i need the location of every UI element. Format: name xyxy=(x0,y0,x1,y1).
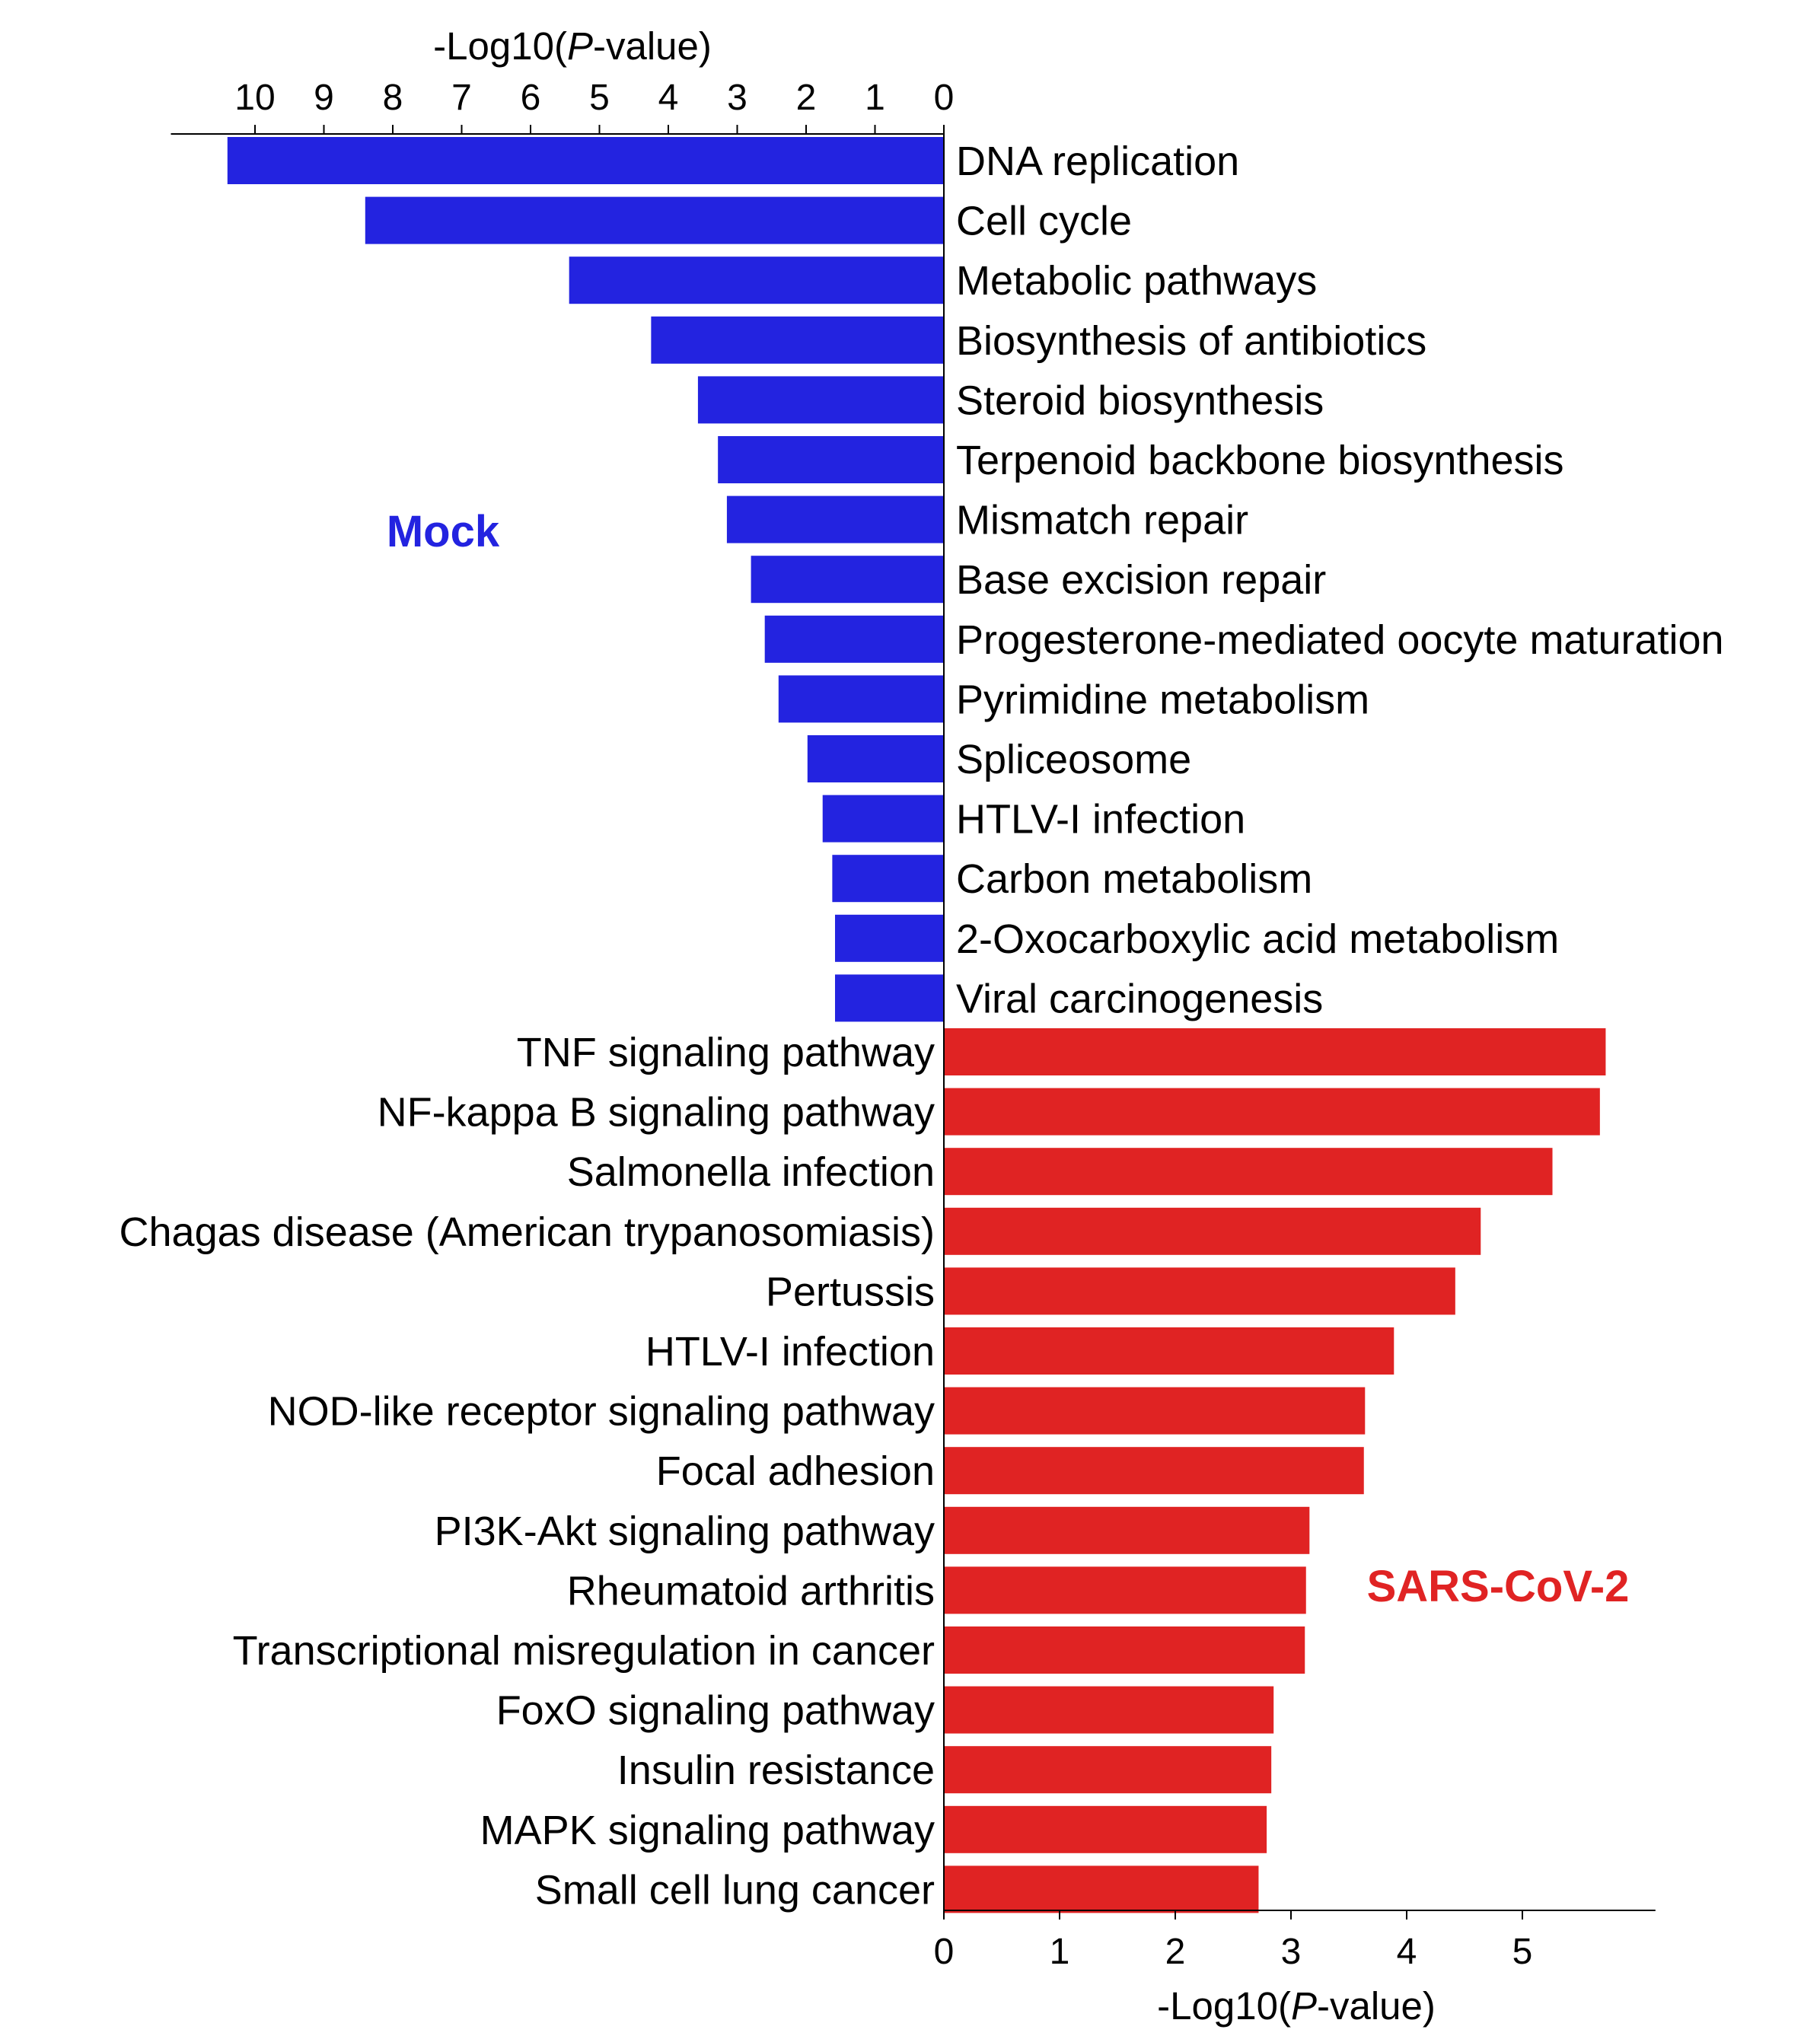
mock-category-label: Base excision repair xyxy=(956,557,1326,603)
mock-bar-carbon-metabolism xyxy=(832,855,944,903)
sars-bar-pertussis xyxy=(944,1267,1455,1315)
x-axis-title-text: -Log10(P-value) xyxy=(433,24,712,68)
mock-x-tick-label: 4 xyxy=(658,78,679,118)
sars-x-tick-label: 3 xyxy=(1281,1932,1302,1972)
mock-bar-progesterone-mediated-oocyte-maturation xyxy=(764,615,944,663)
sars-category-label: Chagas disease (American trypanosomiasis… xyxy=(120,1209,935,1255)
mock-category-label: Pyrimidine metabolism xyxy=(956,677,1369,722)
mock-category-label: Viral carcinogenesis xyxy=(956,976,1323,1021)
sars-bar-small-cell-lung-cancer xyxy=(944,1865,1259,1913)
sars-x-tick-label: 4 xyxy=(1397,1932,1417,1972)
mock-bar-biosynthesis-of-antibiotics xyxy=(651,316,944,364)
mock-category-label: DNA replication xyxy=(956,139,1239,184)
mock-x-tick-label: 5 xyxy=(589,78,610,118)
x-axis-title-text: -Log10(P-value) xyxy=(1157,1984,1436,2028)
mock-bar-metabolic-pathways xyxy=(569,256,944,304)
sars-bar-salmonella-infection xyxy=(944,1148,1553,1196)
sars-category-label: Focal adhesion xyxy=(656,1448,935,1494)
mock-category-label: Carbon metabolism xyxy=(956,856,1312,902)
mock-category-label: HTLV-I infection xyxy=(956,797,1245,843)
sars-cov-2-x-axis-title: -Log10(P-value) xyxy=(1157,1984,1436,2028)
sars-bar-foxo-signaling-pathway xyxy=(944,1686,1274,1734)
sars-category-label: HTLV-I infection xyxy=(645,1329,935,1375)
mock-category-label: Steroid biosynthesis xyxy=(956,378,1324,423)
mock-x-tick-label: 10 xyxy=(234,78,275,118)
mock-bar-series xyxy=(227,137,944,1022)
sars-category-label: Pertussis xyxy=(766,1269,935,1314)
sars-bar-rheumatoid-arthritis xyxy=(944,1566,1306,1614)
sars-bar-transcriptional-misregulation-in-cancer xyxy=(944,1626,1305,1674)
mock-x-tick-label: 3 xyxy=(727,78,747,118)
sars-bar-pi3k-akt-signaling-pathway xyxy=(944,1506,1310,1554)
mock-x-tick-label: 0 xyxy=(934,78,955,118)
mock-x-tick-label: 1 xyxy=(865,78,885,118)
mock-x-axis: 10 9 8 7 6 5 4 3 2 1 0 xyxy=(171,78,955,135)
mock-category-label: Terpenoid backbone biosynthesis xyxy=(956,438,1564,483)
mock-x-tick-label: 8 xyxy=(383,78,403,118)
group-labels: Mock SARS-CoV-2 xyxy=(387,507,1630,1611)
sars-x-tick-label: 5 xyxy=(1512,1932,1533,1972)
sars-x-tick-label: 0 xyxy=(934,1932,955,1972)
mock-category-label: Biosynthesis of antibiotics xyxy=(956,318,1426,364)
sars-x-tick-label: 1 xyxy=(1050,1932,1070,1972)
sars-bar-tnf-signaling-pathway xyxy=(944,1028,1606,1075)
mock-bar-htlv-i-infection xyxy=(822,795,944,843)
mock-bar-terpenoid-backbone-biosynthesis xyxy=(718,436,944,483)
mock-bar-dna-replication xyxy=(227,137,944,184)
mock-x-tick-label: 7 xyxy=(451,78,472,118)
mock-x-tick-label: 6 xyxy=(521,78,541,118)
sars-category-label: Small cell lung cancer xyxy=(535,1867,935,1913)
mock-bar-pyrimidine-metabolism xyxy=(778,675,944,723)
mock-category-label: Metabolic pathways xyxy=(956,258,1317,304)
sars-cov-2-bar-series xyxy=(944,1028,1606,1913)
sars-bar-htlv-i-infection xyxy=(944,1327,1394,1375)
mock-bar-viral-carcinogenesis xyxy=(835,974,944,1022)
mock-x-tick-label: 9 xyxy=(314,78,334,118)
sars-category-label: TNF signaling pathway xyxy=(517,1030,935,1075)
mock-category-label: 2-Oxocarboxylic acid metabolism xyxy=(956,916,1559,962)
sars-category-label: PI3K-Akt signaling pathway xyxy=(435,1509,935,1554)
mock-x-axis-title: -Log10(P-value) xyxy=(433,24,712,68)
mock-bar-steroid-biosynthesis xyxy=(697,376,944,424)
sars-bar-mapk-signaling-pathway xyxy=(944,1805,1267,1853)
sars-bar-nf-kappa-b-signaling-pathway xyxy=(944,1088,1600,1136)
sars-x-tick-label: 2 xyxy=(1165,1932,1186,1972)
sars-category-label: NF-kappa B signaling pathway xyxy=(378,1090,935,1136)
mock-bar-cell-cycle xyxy=(365,196,944,244)
sars-category-label: MAPK signaling pathway xyxy=(480,1808,935,1853)
sars-cov-2-category-labels: TNF signaling pathway NF-kappa B signalin… xyxy=(120,1030,935,1913)
mock-category-labels: DNA replication Cell cycle Metabolic pathw… xyxy=(956,139,1724,1021)
sars-category-label: Rheumatoid arthritis xyxy=(567,1568,935,1614)
mock-category-label: Mismatch repair xyxy=(956,498,1248,543)
sars-bar-focal-adhesion xyxy=(944,1447,1364,1495)
mock-group-label: Mock xyxy=(387,507,500,556)
sars-bar-nod-like-receptor-signaling-pathway xyxy=(944,1387,1366,1435)
sars-cov-2-x-axis: 0 1 2 3 4 5 xyxy=(934,1910,1656,1972)
sars-bar-insulin-resistance xyxy=(944,1746,1272,1794)
mock-category-label: Spliceosome xyxy=(956,737,1191,782)
mock-bar-2-oxocarboxylic-acid-metabolism xyxy=(835,914,944,962)
sars-cov-2-group-label: SARS-CoV-2 xyxy=(1367,1562,1630,1611)
mock-bar-base-excision-repair xyxy=(751,556,944,604)
mock-bar-spliceosome xyxy=(807,735,944,782)
sars-category-label: Insulin resistance xyxy=(617,1747,935,1793)
sars-bar-chagas-disease-american-trypanosomiasis xyxy=(944,1207,1481,1255)
sars-category-label: Salmonella infection xyxy=(567,1149,935,1195)
sars-category-label: Transcriptional misregulation in cancer xyxy=(233,1628,935,1674)
mock-x-tick-label: 2 xyxy=(796,78,817,118)
sars-category-label: FoxO signaling pathway xyxy=(496,1688,935,1734)
sars-category-label: NOD-like receptor signaling pathway xyxy=(268,1389,935,1435)
mock-category-label: Cell cycle xyxy=(956,199,1132,244)
mock-bar-mismatch-repair xyxy=(726,495,944,543)
mock-category-label: Progesterone-mediated oocyte maturation xyxy=(956,617,1724,663)
